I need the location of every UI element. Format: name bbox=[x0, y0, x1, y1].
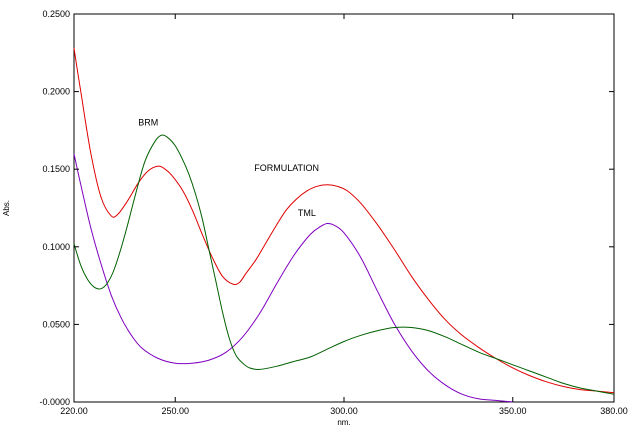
series-label-formulation: FORMULATION bbox=[254, 163, 319, 173]
y-tick-label: 0.0500 bbox=[42, 319, 70, 329]
series-label-brm: BRM bbox=[138, 118, 158, 128]
y-tick-label: 0.2000 bbox=[42, 87, 70, 97]
y-axis-label: Abs. bbox=[2, 200, 11, 216]
x-tick-label: 300.00 bbox=[330, 406, 358, 416]
y-tick-label: 0.1000 bbox=[42, 242, 70, 252]
plot-frame bbox=[73, 13, 615, 403]
x-axis-label: nm. bbox=[337, 418, 350, 427]
series-label-tml: TML bbox=[298, 208, 316, 218]
series-labels-layer: FORMULATION TML BRM bbox=[138, 118, 319, 218]
series-line-tml bbox=[73, 153, 513, 403]
series-line-brm bbox=[73, 134, 615, 395]
ticks-layer: 220.00 250.00 300.00 350.00 380.00 -0.0000 0.0… bbox=[39, 9, 627, 416]
series-line-formulation bbox=[73, 48, 615, 394]
y-tick-label: -0.0000 bbox=[39, 397, 70, 407]
x-tick-label: 220.00 bbox=[60, 406, 88, 416]
y-tick-label: 0.2500 bbox=[42, 9, 70, 19]
series-layer bbox=[73, 48, 615, 403]
x-tick-label: 350.00 bbox=[499, 406, 527, 416]
x-tick-label: 380.00 bbox=[600, 406, 628, 416]
x-tick-label: 250.00 bbox=[161, 406, 189, 416]
y-tick-label: 0.1500 bbox=[42, 164, 70, 174]
